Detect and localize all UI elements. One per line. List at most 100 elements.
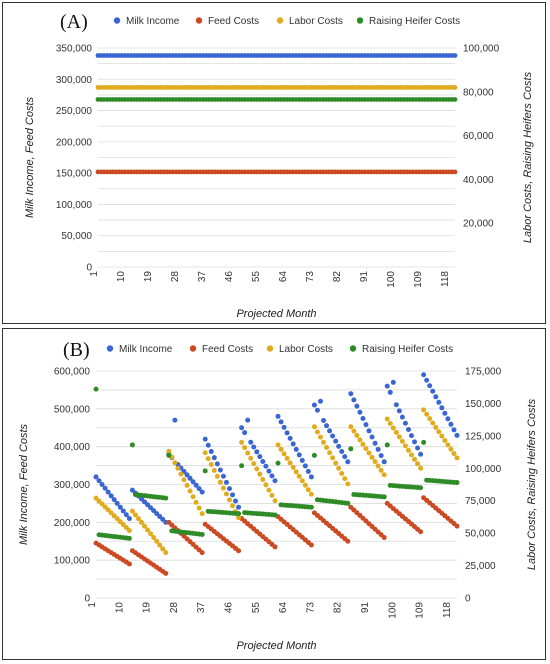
point-feed-costs bbox=[454, 523, 460, 529]
legend-marker-raising-heifer-costs bbox=[356, 17, 364, 24]
chart-panel-a: (A) 0 50,000 100,000 150,000 200,000 250,000 3… bbox=[2, 2, 546, 324]
point-milk-income bbox=[384, 383, 390, 389]
point-milk-income bbox=[311, 402, 317, 408]
point-milk-income bbox=[254, 449, 260, 455]
point-labor-costs bbox=[430, 420, 436, 426]
point-labor-costs bbox=[342, 476, 348, 482]
point-milk-income bbox=[242, 430, 248, 436]
point-labor-costs bbox=[266, 487, 272, 493]
point-labor-costs bbox=[436, 429, 442, 435]
point-labor-costs bbox=[239, 439, 245, 445]
point-labor-costs bbox=[445, 442, 451, 448]
x-tick-label: 109 bbox=[413, 271, 424, 288]
point-milk-income bbox=[108, 493, 114, 499]
x-tick-label: 118 bbox=[442, 602, 453, 618]
point-labor-costs bbox=[205, 456, 211, 462]
point-milk-income bbox=[99, 482, 105, 487]
point-labor-costs bbox=[129, 508, 135, 514]
y-left-tick-label: 200,000 bbox=[54, 518, 91, 529]
point-labor-costs bbox=[366, 450, 372, 456]
point-milk-income bbox=[354, 403, 360, 409]
point-milk-income bbox=[190, 479, 196, 485]
point-raising-heifer-costs bbox=[275, 460, 281, 466]
point-milk-income bbox=[93, 474, 99, 480]
point-milk-income bbox=[345, 459, 351, 465]
point-milk-income bbox=[375, 446, 381, 452]
point-milk-income bbox=[424, 377, 430, 383]
point-milk-income bbox=[275, 413, 281, 419]
point-labor-costs bbox=[375, 463, 381, 469]
point-raising-heifer-costs bbox=[166, 452, 172, 458]
point-milk-income bbox=[348, 391, 354, 397]
y-right-tick-label: 60,000 bbox=[463, 131, 494, 142]
point-labor-costs bbox=[226, 497, 232, 503]
x-tick-label: 82 bbox=[333, 602, 344, 614]
point-milk-income bbox=[205, 442, 211, 448]
x-tick-label: 46 bbox=[224, 271, 235, 283]
y-left-tick-label: 0 bbox=[86, 263, 92, 274]
point-milk-income bbox=[263, 463, 269, 469]
point-raising-heifer-costs bbox=[452, 97, 458, 102]
point-labor-costs bbox=[363, 446, 369, 452]
point-labor-costs bbox=[257, 471, 263, 477]
legend-label-milk-income: Milk Income bbox=[126, 16, 180, 27]
point-labor-costs bbox=[193, 499, 199, 505]
point-labor-costs bbox=[254, 466, 260, 472]
point-labor-costs bbox=[299, 478, 305, 484]
point-labor-costs bbox=[296, 473, 302, 479]
y-left-axis-title: Milk Income, Feed Costs bbox=[24, 96, 36, 218]
point-milk-income bbox=[220, 473, 226, 479]
point-labor-costs bbox=[390, 425, 396, 431]
point-milk-income bbox=[333, 438, 339, 444]
y-left-tick-label: 400,000 bbox=[54, 442, 91, 453]
point-milk-income bbox=[314, 407, 320, 413]
point-milk-income bbox=[436, 399, 442, 405]
legend-label-raising-heifer-costs: Raising Heifer Costs bbox=[362, 344, 453, 355]
point-labor-costs bbox=[132, 512, 138, 518]
point-labor-costs bbox=[369, 454, 375, 460]
series-milk-income bbox=[95, 53, 458, 58]
chart-a-svg: 0 50,000 100,000 150,000 200,000 250,000 300,0… bbox=[24, 16, 534, 320]
point-labor-costs bbox=[154, 538, 160, 544]
legend-label-labor-costs: Labor Costs bbox=[279, 344, 333, 355]
point-labor-costs bbox=[451, 451, 457, 457]
point-milk-income bbox=[421, 372, 427, 378]
y-left-tick-label: 250,000 bbox=[56, 106, 93, 117]
point-milk-income bbox=[369, 434, 375, 440]
point-raising-heifer-costs bbox=[418, 485, 424, 491]
point-milk-income bbox=[266, 468, 272, 474]
point-milk-income bbox=[105, 489, 111, 495]
legend-marker-milk-income bbox=[113, 17, 121, 24]
legend-label-raising-heifer-costs: Raising Heifer Costs bbox=[369, 16, 460, 27]
point-feed-costs bbox=[452, 169, 458, 175]
y-right-tick-label: 75,000 bbox=[465, 496, 496, 507]
point-milk-income bbox=[196, 486, 202, 492]
point-labor-costs bbox=[327, 450, 333, 456]
point-milk-income bbox=[442, 410, 448, 416]
point-labor-costs bbox=[354, 433, 360, 439]
point-raising-heifer-costs bbox=[272, 512, 278, 518]
series-feed-costs bbox=[95, 169, 458, 175]
point-milk-income bbox=[278, 419, 284, 425]
point-milk-income bbox=[396, 408, 402, 414]
point-labor-costs bbox=[272, 498, 278, 504]
point-raising-heifer-costs bbox=[129, 442, 135, 448]
point-raising-heifer-costs bbox=[239, 463, 245, 469]
point-labor-costs bbox=[175, 465, 181, 471]
y-left-tick-label: 600,000 bbox=[54, 367, 91, 378]
x-tick-label: 37 bbox=[197, 271, 208, 283]
point-milk-income bbox=[412, 439, 418, 445]
y-right-tick-label: 100,000 bbox=[463, 44, 500, 55]
point-milk-income bbox=[445, 416, 451, 422]
point-labor-costs bbox=[284, 455, 290, 461]
legend-marker-feed-costs bbox=[189, 345, 197, 352]
x-tick-label: 46 bbox=[224, 602, 235, 614]
point-milk-income bbox=[324, 423, 330, 429]
y-right-tick-label: 20,000 bbox=[463, 219, 494, 230]
point-labor-costs bbox=[351, 428, 357, 434]
point-milk-income bbox=[226, 486, 232, 492]
point-milk-income bbox=[184, 472, 190, 478]
y-right-tick-label: 50,000 bbox=[465, 529, 496, 540]
y-right-tick-label: 25,000 bbox=[465, 561, 496, 572]
y-right-tick-label: 175,000 bbox=[465, 367, 502, 378]
